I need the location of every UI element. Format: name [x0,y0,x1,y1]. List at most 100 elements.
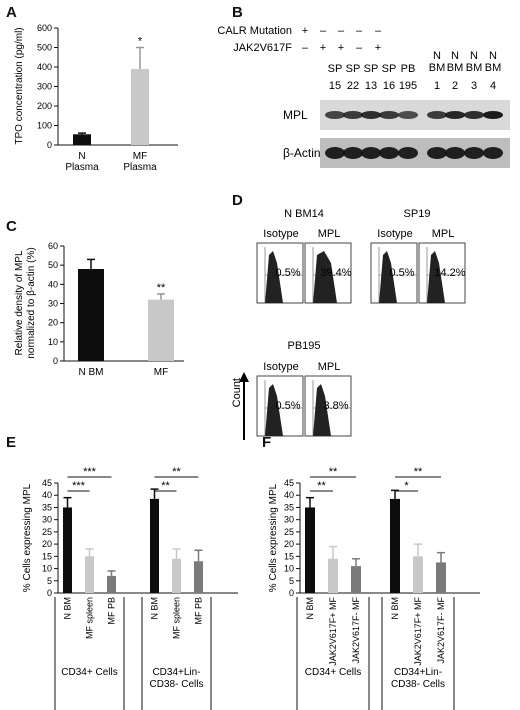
lane-tissue-label: BM [447,62,464,74]
lane-id-label: 13 [365,80,377,92]
lane-tissue-label: N [451,50,459,62]
y-tick-label: 35 [284,502,294,512]
x-tick-label: MF spleen [172,597,182,639]
y-tick-label: 300 [37,82,52,92]
isotype-label: Isotype [377,228,412,240]
bar [150,498,159,593]
bar [413,556,423,593]
lane-tissue-label: BM [466,62,483,74]
lane-tissue-label: BM [485,62,502,74]
y-tick-label: 30 [284,515,294,525]
x-tick-label: N BM [63,597,73,620]
y-tick-label: 30 [48,299,58,309]
bar [351,566,361,593]
actin-band [361,147,381,159]
lane-tissue-label: SP [364,63,379,75]
x-tick-label: MF spleen [85,597,95,639]
y-tick-label: 45 [284,478,294,488]
group-label: CD34+ Cells [305,667,361,678]
y-tick-label: 40 [48,279,58,289]
y-tick-label: 100 [37,121,52,131]
x-tick-label: N [78,151,85,162]
calr-mark: – [375,25,382,37]
bar [63,507,72,593]
lane-id-label: 16 [383,80,395,92]
y-tick-label: 50 [48,260,58,270]
count-axis-label: Count [231,378,243,407]
y-axis-label: normalized to β-actin (%) [26,247,37,358]
calr-mark: + [302,25,308,37]
bar [85,556,94,593]
lane-id-label: 195 [399,80,417,92]
x-tick-label: MF PB [107,597,117,625]
isotype-label: Isotype [263,361,298,373]
actin-band [398,147,418,159]
y-tick-label: 5 [289,576,294,586]
bar [172,558,181,593]
y-axis-label: Relative density of MPL [14,250,25,355]
y-tick-label: 0 [47,588,52,598]
y-tick-label: 5 [47,576,52,586]
isotype-percent: 0.5% [275,400,300,412]
group-label: CD34+ Cells [61,667,117,678]
y-tick-label: 10 [284,564,294,574]
x-tick-label: JAK2V617F+ MF [328,597,338,666]
significance-marker: ** [161,480,170,492]
y-axis-label: TPO concentration (pg/ml) [14,27,25,144]
histogram-peak [313,384,331,436]
lane-id-label: 1 [434,80,440,92]
lane-tissue-label: BM [429,62,446,74]
lane-tissue-label: SP [328,63,343,75]
mpl-band [343,111,363,119]
flow-sample-title: SP19 [404,208,431,220]
mpl-band [325,111,345,119]
x-tick-label: Plasma [123,162,157,173]
y-tick-label: 20 [48,318,58,328]
x-tick-label: MF [154,367,168,378]
actin-band [379,147,399,159]
panel-letter-e: E [6,434,17,451]
x-tick-label: N BM [390,597,400,620]
bar [73,134,91,145]
panel-letter-c: C [6,218,17,235]
lane-tissue-label: SP [382,63,397,75]
y-tick-label: 60 [48,241,58,251]
x-tick-label: JAK2V617F- MF [351,597,361,664]
lane-tissue-label: PB [401,63,416,75]
lane-id-label: 2 [452,80,458,92]
y-tick-label: 25 [42,527,52,537]
mpl-percent: 3.8% [323,400,348,412]
lane-id-label: 15 [329,80,341,92]
bar [78,269,104,361]
y-tick-label: 0 [53,356,58,366]
group-label: CD34+Lin- [152,667,200,678]
lane-tissue-label: N [489,50,497,62]
panel-letter-b: B [232,4,243,21]
actin-band [427,147,447,159]
jak2-mark: – [302,42,309,54]
mpl-band [483,111,503,119]
bar [194,561,203,593]
count-arrow-head [239,372,249,382]
x-tick-label: Plasma [65,162,99,173]
y-tick-label: 0 [289,588,294,598]
y-tick-label: 0 [47,140,52,150]
bar [131,68,149,145]
y-tick-label: 10 [48,337,58,347]
bar [436,562,446,593]
y-tick-label: 40 [284,490,294,500]
lane-id-label: 3 [471,80,477,92]
isotype-percent: 0.5% [389,267,414,279]
isotype-percent: 0.5% [275,267,300,279]
y-tick-label: 30 [42,515,52,525]
flow-sample-title: N BM14 [284,208,324,220]
calr-mark: – [338,25,345,37]
group-label: CD38- Cells [391,679,445,690]
x-tick-label: MF PB [194,597,204,625]
y-tick-label: 15 [284,551,294,561]
y-tick-label: 600 [37,23,52,33]
actin-band [464,147,484,159]
